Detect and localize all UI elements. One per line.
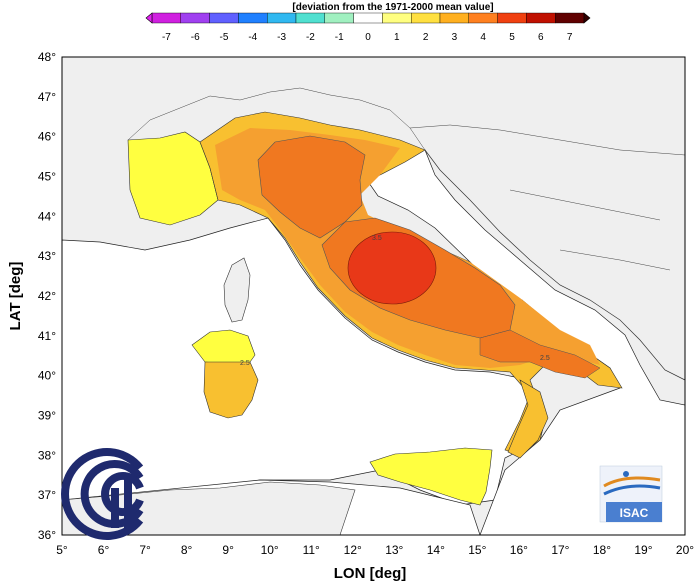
- colorbar-cell: [238, 12, 268, 24]
- y-tick-label: 46°: [38, 130, 56, 144]
- colorbar-tick-label: -2: [306, 32, 315, 43]
- x-tick-label: 15°: [468, 543, 486, 557]
- map-frame: [61, 56, 686, 536]
- colorbar-tick-label: -6: [191, 32, 200, 43]
- x-axis-title: LON [deg]: [334, 565, 407, 582]
- colorbar-cell: [439, 12, 469, 24]
- colorbar-cell: [497, 12, 527, 24]
- colorbar-tick-label: -5: [220, 32, 229, 43]
- y-axis-title: LAT [deg]: [7, 262, 24, 331]
- colorbar-right-arrow: [583, 12, 591, 24]
- y-tick-label: 41°: [38, 329, 56, 343]
- y-tick-label: 43°: [38, 249, 56, 263]
- y-axis-ticks: 36° 37° 38° 39° 40° 41° 42° 43° 44° 45° 46° 47° 48°: [38, 50, 56, 542]
- x-tick-label: 13°: [385, 543, 403, 557]
- colorbar-cell: [267, 12, 297, 24]
- y-tick-label: 38°: [38, 448, 56, 462]
- level-3-5-area: [257, 135, 366, 239]
- isac-swoosh-orange: [603, 476, 661, 488]
- tyrrhenian-sea: [61, 217, 546, 506]
- italy-mainland: [127, 111, 623, 459]
- colorbar-tick-labels: -7 -6 -5 -4 -3 -2 -1 0 1 2 3 4 5 6 7: [162, 32, 573, 43]
- x-tick-label: 10°: [261, 543, 279, 557]
- y-tick-label: 42°: [38, 289, 56, 303]
- colorbar-tick-label: -1: [335, 32, 344, 43]
- x-tick-label: 17°: [551, 543, 569, 557]
- colorbar-tick-label: 1: [394, 32, 400, 43]
- colorbar-tick-label: -3: [277, 32, 286, 43]
- colorbar-cell: [324, 12, 354, 24]
- contour-label: 2.5: [540, 355, 550, 362]
- x-tick-label: 5°: [56, 543, 68, 557]
- colorbar-tick-label: 0: [365, 32, 371, 43]
- colorbar-cell: [209, 12, 239, 24]
- apulia-level-3: [479, 329, 601, 379]
- isac-text-band: [606, 502, 662, 522]
- y-tick-label: 37°: [38, 488, 56, 502]
- x-tick-label: 12°: [344, 543, 362, 557]
- colorbar-cell: [353, 12, 383, 24]
- y-tick-label: 36°: [38, 528, 56, 542]
- colorbar-tick-label: -7: [162, 32, 171, 43]
- x-tick-label: 16°: [510, 543, 528, 557]
- corsica: [223, 257, 251, 323]
- colorbar-cell: [151, 12, 181, 24]
- hotspot-level-4: [347, 231, 437, 305]
- x-tick-label: 6°: [98, 543, 110, 557]
- contour-label: 3.5: [372, 235, 382, 242]
- national-borders: [127, 87, 686, 271]
- colorbar-cell: [526, 12, 556, 24]
- colorbar-tick-label: 3: [452, 32, 458, 43]
- x-tick-label: 18°: [593, 543, 611, 557]
- y-tick-label: 44°: [38, 209, 56, 223]
- colorbar-cell: [382, 12, 412, 24]
- colorbar-cell: [468, 12, 498, 24]
- y-tick-label: 48°: [38, 50, 56, 64]
- x-tick-label: 8°: [181, 543, 193, 557]
- cnr-logo: [61, 448, 144, 540]
- colorbar-tick-label: 4: [480, 32, 486, 43]
- colorbar-tick-label: 7: [567, 32, 573, 43]
- sardinia: [191, 329, 259, 419]
- contour-label: 2.5: [240, 360, 250, 367]
- x-tick-label: 14°: [427, 543, 445, 557]
- isac-logo: ISAC: [599, 465, 663, 523]
- isac-figure-head: [623, 471, 629, 477]
- colorbar-cell: [411, 12, 441, 24]
- calabria: [507, 379, 549, 459]
- y-tick-label: 45°: [38, 170, 56, 184]
- x-tick-label: 11°: [303, 543, 320, 557]
- colorbar-cell: [555, 12, 585, 24]
- colorbar-title: [deviation from the 1971-2000 mean value…: [292, 2, 493, 13]
- colorbar-tick-label: 5: [509, 32, 515, 43]
- sardinia-south: [203, 361, 259, 419]
- x-tick-label: 9°: [222, 543, 234, 557]
- y-tick-label: 39°: [38, 409, 56, 423]
- colorbar-tick-label: 6: [538, 32, 544, 43]
- y-tick-label: 47°: [38, 90, 56, 104]
- x-tick-label: 7°: [139, 543, 151, 557]
- x-tick-label: 19°: [634, 543, 652, 557]
- colorbar-tick-label: 2: [423, 32, 429, 43]
- colorbar-cell: [295, 12, 325, 24]
- isac-swoosh-blue: [603, 484, 661, 496]
- map-panel: 2.5 3.5 2.5: [61, 56, 686, 536]
- colorbar: [deviation from the 1971-2000 mean value…: [145, 2, 591, 43]
- y-tick-label: 40°: [38, 369, 56, 383]
- sicily: [369, 447, 493, 506]
- colorbar-tick-label: -4: [248, 32, 257, 43]
- isac-text: ISAC: [620, 506, 649, 520]
- x-axis-ticks: 5° 6° 7° 8° 9° 10° 11° 12° 13° 14° 15° 16° 17° 18° 19°…: [56, 543, 694, 557]
- x-tick-label: 20°: [676, 543, 694, 557]
- balkan-coast: [424, 149, 686, 381]
- colorbar-cell: [180, 12, 210, 24]
- colorbar-left-arrow: [145, 12, 153, 24]
- colorbar-cells: [151, 12, 585, 24]
